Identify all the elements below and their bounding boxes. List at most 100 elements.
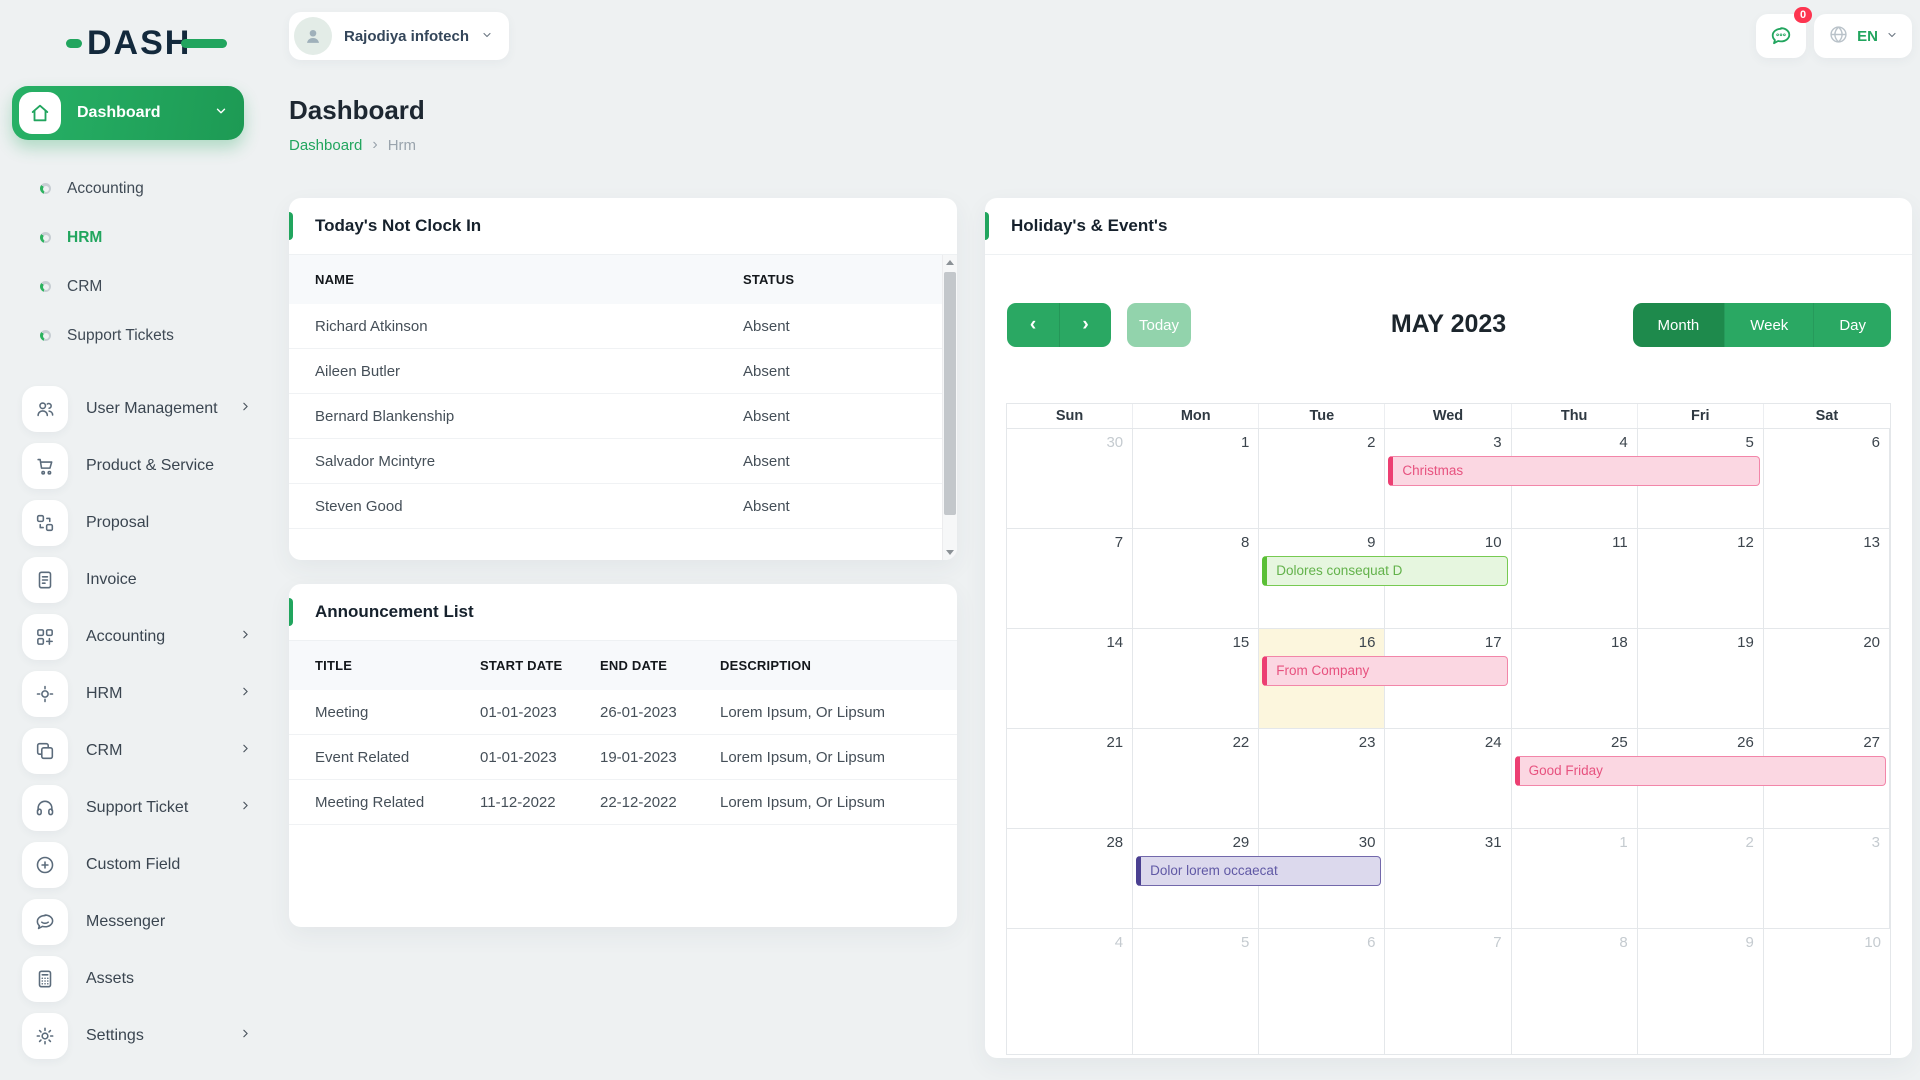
sidebar: DASH Dashboard Accounting HRM CRM Support T… [0, 0, 274, 1080]
language-selector[interactable]: EN [1814, 14, 1912, 58]
calendar-day-cell[interactable]: 9 [1637, 928, 1764, 1054]
calendar-day-cell[interactable]: 5 [1133, 928, 1260, 1054]
calendar-view-month-button[interactable]: Month [1632, 303, 1725, 347]
calendar-day-cell[interactable]: 27 [1763, 728, 1890, 828]
sidebar-item-accounting[interactable]: Accounting [0, 608, 274, 665]
calendar-day-cell[interactable]: 28 [1007, 828, 1134, 928]
app-logo[interactable]: DASH [66, 26, 274, 60]
calendar-day-cell[interactable]: 10 [1763, 928, 1890, 1054]
calendar-day-cell[interactable]: 7 [1385, 928, 1512, 1054]
calendar-day-cell[interactable]: 7 [1007, 528, 1134, 628]
not-clock-in-card: Today's Not Clock In NAME STATUS Richard… [289, 198, 957, 560]
announcement-end-date: 22-12-2022 [600, 793, 677, 811]
announcement-card: Announcement List TITLE START DATE END D… [289, 584, 957, 927]
sidebar-item-assets[interactable]: Assets [0, 950, 274, 1007]
calendar-day-cell[interactable]: 6 [1259, 928, 1386, 1054]
status-value: Absent [743, 362, 790, 380]
sidebar-subitem-label: HRM [67, 228, 103, 246]
calendar-event[interactable]: Good Friday [1514, 756, 1886, 786]
table-scrollbar[interactable] [942, 255, 957, 560]
column-header-name: NAME [315, 272, 355, 287]
sidebar-subitem-support-tickets[interactable]: Support Tickets [0, 311, 274, 360]
sidebar-item-dashboard[interactable]: Dashboard [12, 86, 244, 140]
calendar-day-cell[interactable]: 13 [1763, 528, 1890, 628]
table-row: Salvador Mcintyre Absent [289, 439, 957, 484]
sidebar-item-custom-field[interactable]: Custom Field [0, 836, 274, 893]
breadcrumb-current: Hrm [387, 136, 417, 154]
sidebar-subitem-accounting[interactable]: Accounting [0, 164, 274, 213]
notification-badge: 0 [1794, 7, 1813, 24]
sidebar-item-support-ticket[interactable]: Support Ticket [0, 779, 274, 836]
calendar-event[interactable]: From Company [1262, 656, 1508, 686]
calendar-view-week-button[interactable]: Week [1724, 303, 1814, 347]
invoice-icon [22, 556, 68, 603]
calendar-day-header: Thu [1512, 404, 1638, 428]
calendar-day-cell[interactable]: 20 [1763, 628, 1890, 728]
bullet-icon [40, 183, 51, 194]
calendar-day-cell[interactable]: 11 [1511, 528, 1638, 628]
calendar-day-cell[interactable]: 22 [1133, 728, 1260, 828]
calendar-day-cell[interactable]: 8 [1133, 528, 1260, 628]
chevron-right-icon [239, 400, 252, 418]
calendar-day-cell[interactable]: 12 [1637, 528, 1764, 628]
calendar-next-button[interactable]: › [1059, 303, 1111, 347]
sidebar-item-crm[interactable]: CRM [0, 722, 274, 779]
messages-button[interactable]: 0 [1756, 7, 1813, 58]
sidebar-item-settings[interactable]: Settings [0, 1007, 274, 1064]
announcement-start-date: 01-01-2023 [480, 703, 557, 721]
calendar-day-cell[interactable]: 14 [1007, 628, 1134, 728]
sidebar-item-user-management[interactable]: User Management [0, 380, 274, 437]
calendar-day-cell[interactable]: 24 [1385, 728, 1512, 828]
scroll-up-arrow[interactable] [943, 255, 957, 270]
scroll-down-arrow[interactable] [943, 545, 957, 560]
calendar-day-cell[interactable]: 18 [1511, 628, 1638, 728]
breadcrumb-link-dashboard[interactable]: Dashboard [289, 136, 363, 154]
calendar-day-cell[interactable]: 4 [1007, 928, 1134, 1054]
calendar-day-cell[interactable]: 6 [1763, 428, 1890, 528]
calendar-day-header: Mon [1133, 404, 1260, 428]
calendar-day-cell[interactable]: 1 [1511, 828, 1638, 928]
sidebar-item-label: Support Ticket [86, 798, 189, 816]
calendar-day-cell[interactable]: 15 [1133, 628, 1260, 728]
calendar-view-day-button[interactable]: Day [1813, 303, 1891, 347]
calendar-day-cell[interactable]: 23 [1259, 728, 1386, 828]
calendar-day-cell[interactable]: 17 [1385, 628, 1512, 728]
calendar-event[interactable]: Dolores consequat D [1262, 556, 1508, 586]
calendar-day-cell[interactable]: 31 [1385, 828, 1512, 928]
calendar-day-cell[interactable]: 5 [1637, 428, 1764, 528]
sidebar-item-messenger[interactable]: Messenger [0, 893, 274, 950]
sidebar-item-invoice[interactable]: Invoice [0, 551, 274, 608]
calendar-day-cell[interactable]: 21 [1007, 728, 1134, 828]
chevron-down-icon [214, 104, 228, 123]
calendar-event[interactable]: Christmas [1388, 456, 1760, 486]
sidebar-item-label: Product & Service [86, 456, 215, 474]
calendar-day-cell[interactable]: 2 [1637, 828, 1764, 928]
sidebar-item-proposal[interactable]: Proposal [0, 494, 274, 551]
calendar-day-cell[interactable]: 19 [1637, 628, 1764, 728]
users-icon [22, 385, 68, 432]
table-header-row: NAME STATUS [289, 255, 957, 304]
sidebar-subitem-hrm[interactable]: HRM [0, 213, 274, 262]
company-selector[interactable]: Rajodiya infotech [289, 12, 510, 60]
announcement-start-date: 01-01-2023 [480, 748, 557, 766]
sidebar-item-label: Messenger [86, 912, 166, 930]
calendar-day-cell[interactable]: 1 [1133, 428, 1260, 528]
calendar-day-cell[interactable]: 2 [1259, 428, 1386, 528]
calendar-day-cell[interactable]: 8 [1511, 928, 1638, 1054]
calendar-today-button[interactable]: Today [1127, 303, 1191, 347]
sidebar-item-product-service[interactable]: Product & Service [0, 437, 274, 494]
avatar [294, 17, 332, 55]
scrollbar-thumb[interactable] [944, 272, 956, 515]
sidebar-item-hrm[interactable]: HRM [0, 665, 274, 722]
calendar-day-cell[interactable]: 30 [1259, 828, 1386, 928]
announcement-start-date: 11-12-2022 [480, 793, 556, 811]
status-value: Absent [743, 407, 790, 425]
sidebar-subitem-crm[interactable]: CRM [0, 262, 274, 311]
calendar-toolbar: ‹ › Today MAY 2023 Month Week Day [1006, 303, 1891, 347]
sidebar-item-label: Accounting [86, 627, 166, 645]
calendar-day-cell[interactable]: 10 [1385, 528, 1512, 628]
calendar-day-cell[interactable]: 30 [1007, 428, 1134, 528]
calendar-prev-button[interactable]: ‹ [1007, 303, 1059, 347]
calendar-event[interactable]: Dolor lorem occaecat [1136, 856, 1382, 886]
calendar-day-cell[interactable]: 3 [1763, 828, 1890, 928]
